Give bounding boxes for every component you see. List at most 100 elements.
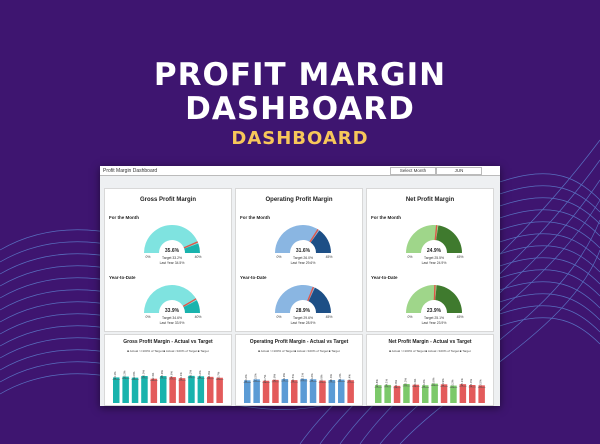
gauge-actual-arc (275, 225, 320, 253)
bar (281, 379, 289, 403)
bar-chart-card: Net Profit Margin - Actual vs Target ■ Ac… (366, 334, 494, 406)
gauge-value: 31.6% (296, 248, 311, 254)
gauge-remaining-arc (184, 243, 200, 253)
bar (384, 384, 391, 403)
gauge-min: 0% (277, 255, 282, 259)
bar (338, 379, 345, 403)
bar-data-label: 29.9% (319, 374, 323, 382)
gauge-target: Target 26.0% (293, 256, 313, 260)
month-dropdown[interactable]: JUN (436, 167, 482, 175)
bar (459, 384, 467, 403)
gauge-min: 0% (146, 255, 151, 259)
bar-data-label: 31.6% (310, 373, 314, 381)
month-gauge: 35.6% 0% 40% Target 33.2%Last Year 34.5% (144, 225, 202, 265)
bar-data-label: 34.6% (170, 371, 174, 379)
bar (197, 376, 205, 403)
gauge-target: Target 33.2% (162, 256, 182, 260)
ytd-gauge: 28.9% 0% 45% Target 29.6%Last Year 28.9% (275, 285, 333, 325)
bar-data-label: 24.1% (385, 378, 389, 386)
gauge-remaining-arc (308, 287, 331, 313)
month-gauge: 24.9% 0% 45% Target 25.5%Last Year 24.9% (406, 225, 464, 265)
gauge-last-year: Last Year 28.9% (291, 321, 316, 325)
bar-data-label: 31.9% (282, 373, 286, 381)
gauge-target-marker (182, 298, 197, 308)
bar-data-label: 25.8% (432, 377, 436, 385)
for-the-month-label: For the Month (371, 215, 401, 220)
bar-data-label: 32.4% (151, 372, 155, 380)
bar-chart-title: Net Profit Margin - Actual vs Target (388, 339, 472, 345)
bar (375, 385, 382, 403)
gauge-card-title: Gross Profit Margin (139, 197, 196, 203)
gauge-actual-arc (406, 285, 437, 313)
year-to-date-label: Year-to-Date (240, 275, 267, 280)
bar-data-label: 25.1% (460, 378, 464, 386)
gauge-value: 24.9% (427, 248, 442, 254)
gauge-value: 35.6% (165, 248, 180, 254)
gauge-remaining-arc (435, 285, 462, 313)
gauge-last-year: Last Year 24.9% (422, 261, 447, 265)
bar-data-label: 24.9% (441, 378, 445, 386)
gauge-last-year: Last Year 34.5% (160, 261, 185, 265)
gauge-max: 45% (326, 315, 333, 319)
gauge-target: Target 29.6% (293, 316, 313, 320)
bar-data-label: 23.6% (422, 379, 426, 387)
bar-chart-title: Gross Profit Margin - Actual vs Target (123, 339, 213, 345)
gauge-value: 23.9% (427, 308, 442, 314)
gauge-target-marker (433, 284, 436, 301)
sheet-title: Profit Margin Dashboard (103, 168, 158, 174)
bar (122, 376, 129, 403)
gauge-card-title: Net Profit Margin (405, 197, 455, 203)
year-to-date-label: Year-to-Date (109, 275, 136, 280)
bar (244, 380, 251, 403)
gauge-min: 0% (277, 315, 282, 319)
gauge-card: Gross Profit Margin For the Month 35.6% 0% 4… (104, 188, 232, 332)
bar-chart-card: Operating Profit Margin - Actual vs Targ… (235, 334, 363, 406)
bar-chart: 30.2% 31.5% 29.7% 30.8% 31.9% 30.5% 32.1% 31.6%… (243, 372, 355, 403)
bar (319, 380, 326, 403)
bar (291, 380, 298, 403)
gauge-min: 0% (408, 255, 413, 259)
bar-data-label: 35.2% (123, 370, 127, 378)
bar-data-label: 30.2% (244, 374, 248, 382)
month-gauge: 31.6% 0% 45% Target 26.0%Last Year 29.6% (275, 225, 332, 265)
bar-data-label: 23.2% (450, 379, 454, 387)
bar-data-label: 23.8% (375, 379, 379, 387)
bar-chart-legend: ■ Actual >=100% of Target ■ Actual <100%… (258, 349, 340, 353)
gauge-max: 45% (457, 255, 464, 259)
gauge-value: 28.9% (296, 308, 311, 314)
bar (328, 380, 336, 403)
gauge-last-year: Last Year 23.9% (422, 321, 447, 325)
bar (300, 378, 307, 403)
bar (412, 384, 420, 403)
gauge-max: 45% (457, 315, 464, 319)
bar (150, 378, 158, 403)
ytd-gauge: 23.9% 0% 45% Target 25.1%Last Year 23.9% (406, 284, 464, 325)
hero-title: PROFIT MARGIN DASHBOARD DASHBOARD (0, 58, 600, 149)
gauge-max: 40% (195, 255, 202, 259)
gauge-card: Net Profit Margin For the Month 24.9% 0% 45%… (366, 188, 494, 332)
bar (422, 385, 429, 403)
bar-data-label: 24.4% (413, 378, 417, 386)
bar (272, 379, 279, 403)
gauge-remaining-arc (310, 230, 331, 253)
bar-data-label: 23.5% (479, 379, 483, 387)
bar-data-label: 34.9% (207, 370, 211, 378)
dashboard-sheet: Profit Margin Dashboard Select Month JUN… (100, 166, 500, 406)
gauge-target: Target 34.6% (162, 316, 182, 320)
gauge-remaining-arc (436, 225, 462, 253)
bar (207, 376, 214, 403)
bar-chart-legend: ■ Actual >=100% of Target ■ Actual <100%… (127, 349, 209, 353)
bar-data-label: 33.1% (179, 372, 183, 380)
bar-data-label: 31.5% (254, 373, 258, 381)
gauge-actual-arc (275, 285, 315, 313)
gauge-target: Target 25.1% (424, 316, 444, 320)
select-month-label: Select Month (390, 167, 436, 175)
gauge-last-year: Last Year 33.9% (160, 321, 185, 325)
bar (478, 385, 485, 403)
bar-data-label: 25.3% (403, 378, 407, 386)
bar-data-label: 33.8% (132, 371, 136, 379)
gauge-target-marker (309, 229, 319, 243)
bar-data-label: 35.9% (160, 370, 164, 378)
bar (141, 376, 148, 403)
hero-line-1: PROFIT MARGIN (153, 57, 447, 93)
